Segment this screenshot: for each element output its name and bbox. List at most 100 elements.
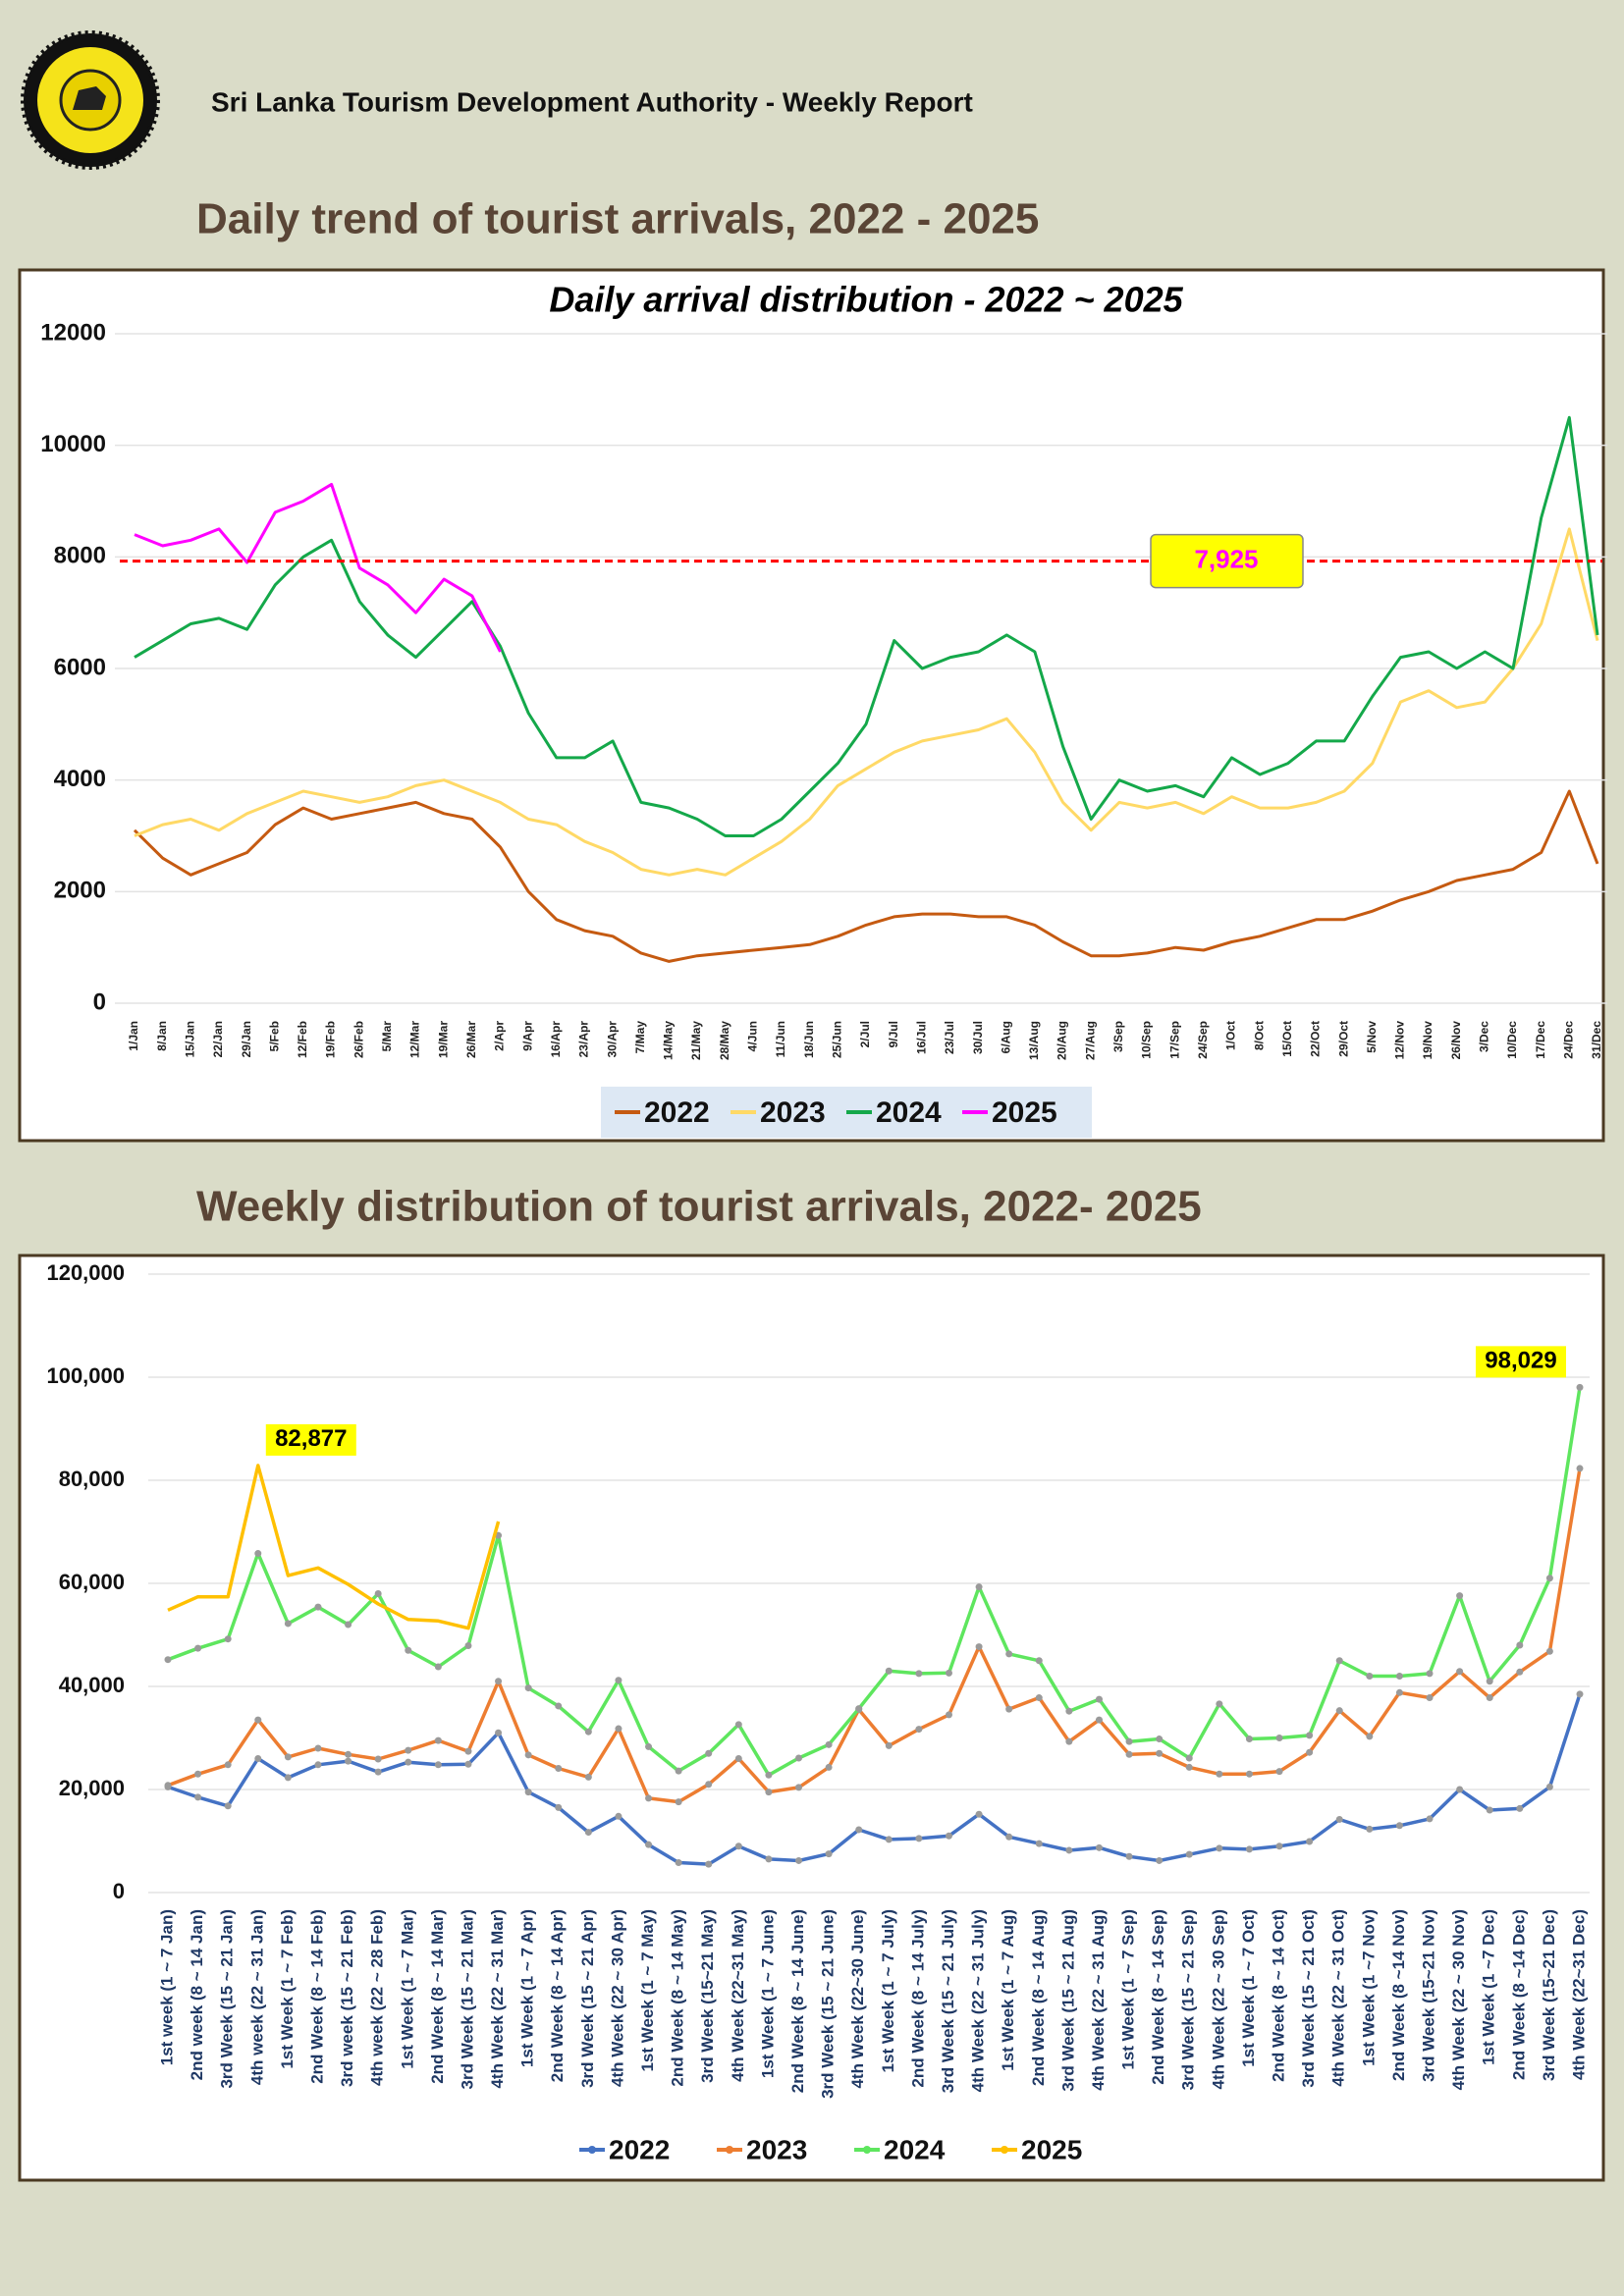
header-text: Sri Lanka Tourism Development Authority … <box>211 86 973 117</box>
data-point <box>374 1768 382 1776</box>
x-tick-label: 17/Sep <box>1167 1021 1181 1059</box>
data-point <box>164 1656 172 1664</box>
x-tick-label: 3rd week (15 ~ 21 Feb) <box>338 1909 356 2087</box>
data-point <box>675 1767 682 1775</box>
x-tick-label: 4th Week (22 ~ 31 Mar) <box>488 1909 507 2089</box>
data-point <box>1335 1815 1343 1823</box>
data-point <box>254 1716 262 1724</box>
series-line <box>133 789 1599 963</box>
y-tick-label: 6000 <box>54 654 106 680</box>
data-point <box>825 1850 833 1858</box>
data-point <box>645 1742 653 1750</box>
data-point <box>915 1726 923 1734</box>
data-point <box>615 1677 623 1684</box>
data-point <box>1245 1735 1253 1743</box>
value-label: 82,877 <box>275 1425 347 1452</box>
x-tick-label: 2nd Week (8 ~14 Nov) <box>1389 1909 1408 2081</box>
data-point <box>464 1747 472 1755</box>
data-point <box>945 1711 952 1719</box>
legend-label: 2024 <box>876 1096 942 1129</box>
data-point <box>1545 1647 1553 1655</box>
legend-label: 2025 <box>1021 2134 1082 2164</box>
data-point <box>765 1771 773 1779</box>
data-point <box>705 1860 713 1868</box>
data-point <box>1395 1822 1403 1830</box>
data-point <box>434 1736 442 1744</box>
chart-frame <box>18 268 1605 1143</box>
x-tick-label: 4th Week (22~30 June) <box>848 1909 867 2089</box>
data-point <box>795 1754 803 1762</box>
y-tick-label: 8000 <box>54 543 106 569</box>
data-point <box>164 1782 172 1789</box>
data-point <box>495 1729 503 1736</box>
legend-label: 2025 <box>992 1096 1057 1129</box>
x-tick-label: 23/Apr <box>577 1021 591 1058</box>
data-point <box>1125 1750 1133 1758</box>
value-label: 98,029 <box>1485 1348 1556 1374</box>
data-point <box>1035 1840 1043 1847</box>
data-point <box>1216 1700 1223 1708</box>
weekly-chart: 0 20,000 40,000 60,000 80,000 100,000 120,000 1… <box>46 1260 1590 2164</box>
data-point <box>945 1832 952 1840</box>
x-tick-label: 2nd week (8 ~ 14 Jan) <box>188 1909 206 2080</box>
x-tick-label: 4th Week (22 ~ 30 Apr) <box>608 1909 626 2087</box>
x-tick-label: 22/Oct <box>1309 1021 1323 1057</box>
x-tick-label: 4/Jun <box>746 1021 760 1051</box>
data-point <box>1306 1748 1314 1756</box>
data-point <box>314 1761 322 1769</box>
data-point <box>1185 1850 1193 1858</box>
x-tick-label: 8/Jan <box>155 1021 169 1051</box>
x-tick-label: 4th week (22 ~ 28 Feb) <box>368 1909 387 2086</box>
data-point <box>734 1842 742 1850</box>
series-line <box>134 415 1599 837</box>
series-line <box>167 1387 1582 1778</box>
x-tick-label: 3rd Week (15~21 May) <box>698 1909 717 2083</box>
data-point <box>374 1590 382 1597</box>
data-point <box>1306 1732 1314 1739</box>
data-point <box>405 1646 412 1654</box>
data-point <box>1125 1737 1133 1745</box>
y-tick-label: 4000 <box>54 766 106 792</box>
x-tick-label: 4th Week (22~31 Dec) <box>1569 1909 1588 2080</box>
x-tick-label: 1st Week (1 ~ 7 Mar) <box>398 1909 416 2069</box>
x-tick-label: 3rd Week (15 ~ 21 Mar) <box>458 1909 476 2089</box>
x-tick-label: 18/Jun <box>802 1021 816 1058</box>
x-tick-label: 5/Nov <box>1365 1021 1379 1053</box>
data-point <box>524 1751 532 1759</box>
x-tick-label: 21/May <box>689 1021 703 1060</box>
data-point <box>584 1829 592 1837</box>
data-point <box>1486 1678 1493 1685</box>
data-point <box>855 1705 863 1713</box>
x-tick-label: 15/Jan <box>183 1021 196 1057</box>
x-tick-label: 9/Apr <box>520 1021 534 1051</box>
x-tick-label: 5/Mar <box>380 1021 394 1052</box>
x-tick-label: 3rd Week (15 ~ 21 July) <box>939 1909 957 2093</box>
data-point <box>224 1761 232 1769</box>
data-point <box>254 1550 262 1558</box>
data-point <box>555 1803 563 1811</box>
data-point <box>645 1794 653 1802</box>
x-tick-label: 4th Week (22 ~ 30 Nov) <box>1449 1909 1468 2090</box>
data-point <box>1335 1707 1343 1715</box>
data-point <box>1366 1733 1374 1740</box>
x-tick-label: 3/Dec <box>1478 1021 1491 1052</box>
data-point <box>224 1635 232 1643</box>
x-tick-label: 2/Apr <box>493 1021 507 1051</box>
legend-label: 2024 <box>884 2134 946 2164</box>
data-point <box>795 1856 803 1864</box>
data-point <box>1216 1844 1223 1852</box>
section-heading: Weekly distribution of tourist arrivals,… <box>196 1183 1202 1231</box>
data-point <box>1035 1694 1043 1702</box>
y-tick-label: 60,000 <box>59 1570 125 1594</box>
data-point <box>1005 1833 1013 1841</box>
x-tick-label: 2nd Week (8 ~ 14 Mar) <box>428 1909 447 2084</box>
data-point <box>1516 1641 1524 1649</box>
x-tick-label: 2nd Week (8 ~ 14 July) <box>908 1909 927 2088</box>
x-tick-label: 3rd Week (15 ~ 21 Sep) <box>1179 1909 1198 2090</box>
x-tick-label: 2nd Week (8 ~ 14 Aug) <box>1029 1909 1048 2086</box>
series-line <box>167 1464 501 1630</box>
x-tick-label: 28/May <box>718 1021 731 1060</box>
data-point <box>1275 1768 1283 1776</box>
data-point <box>1456 1786 1464 1793</box>
